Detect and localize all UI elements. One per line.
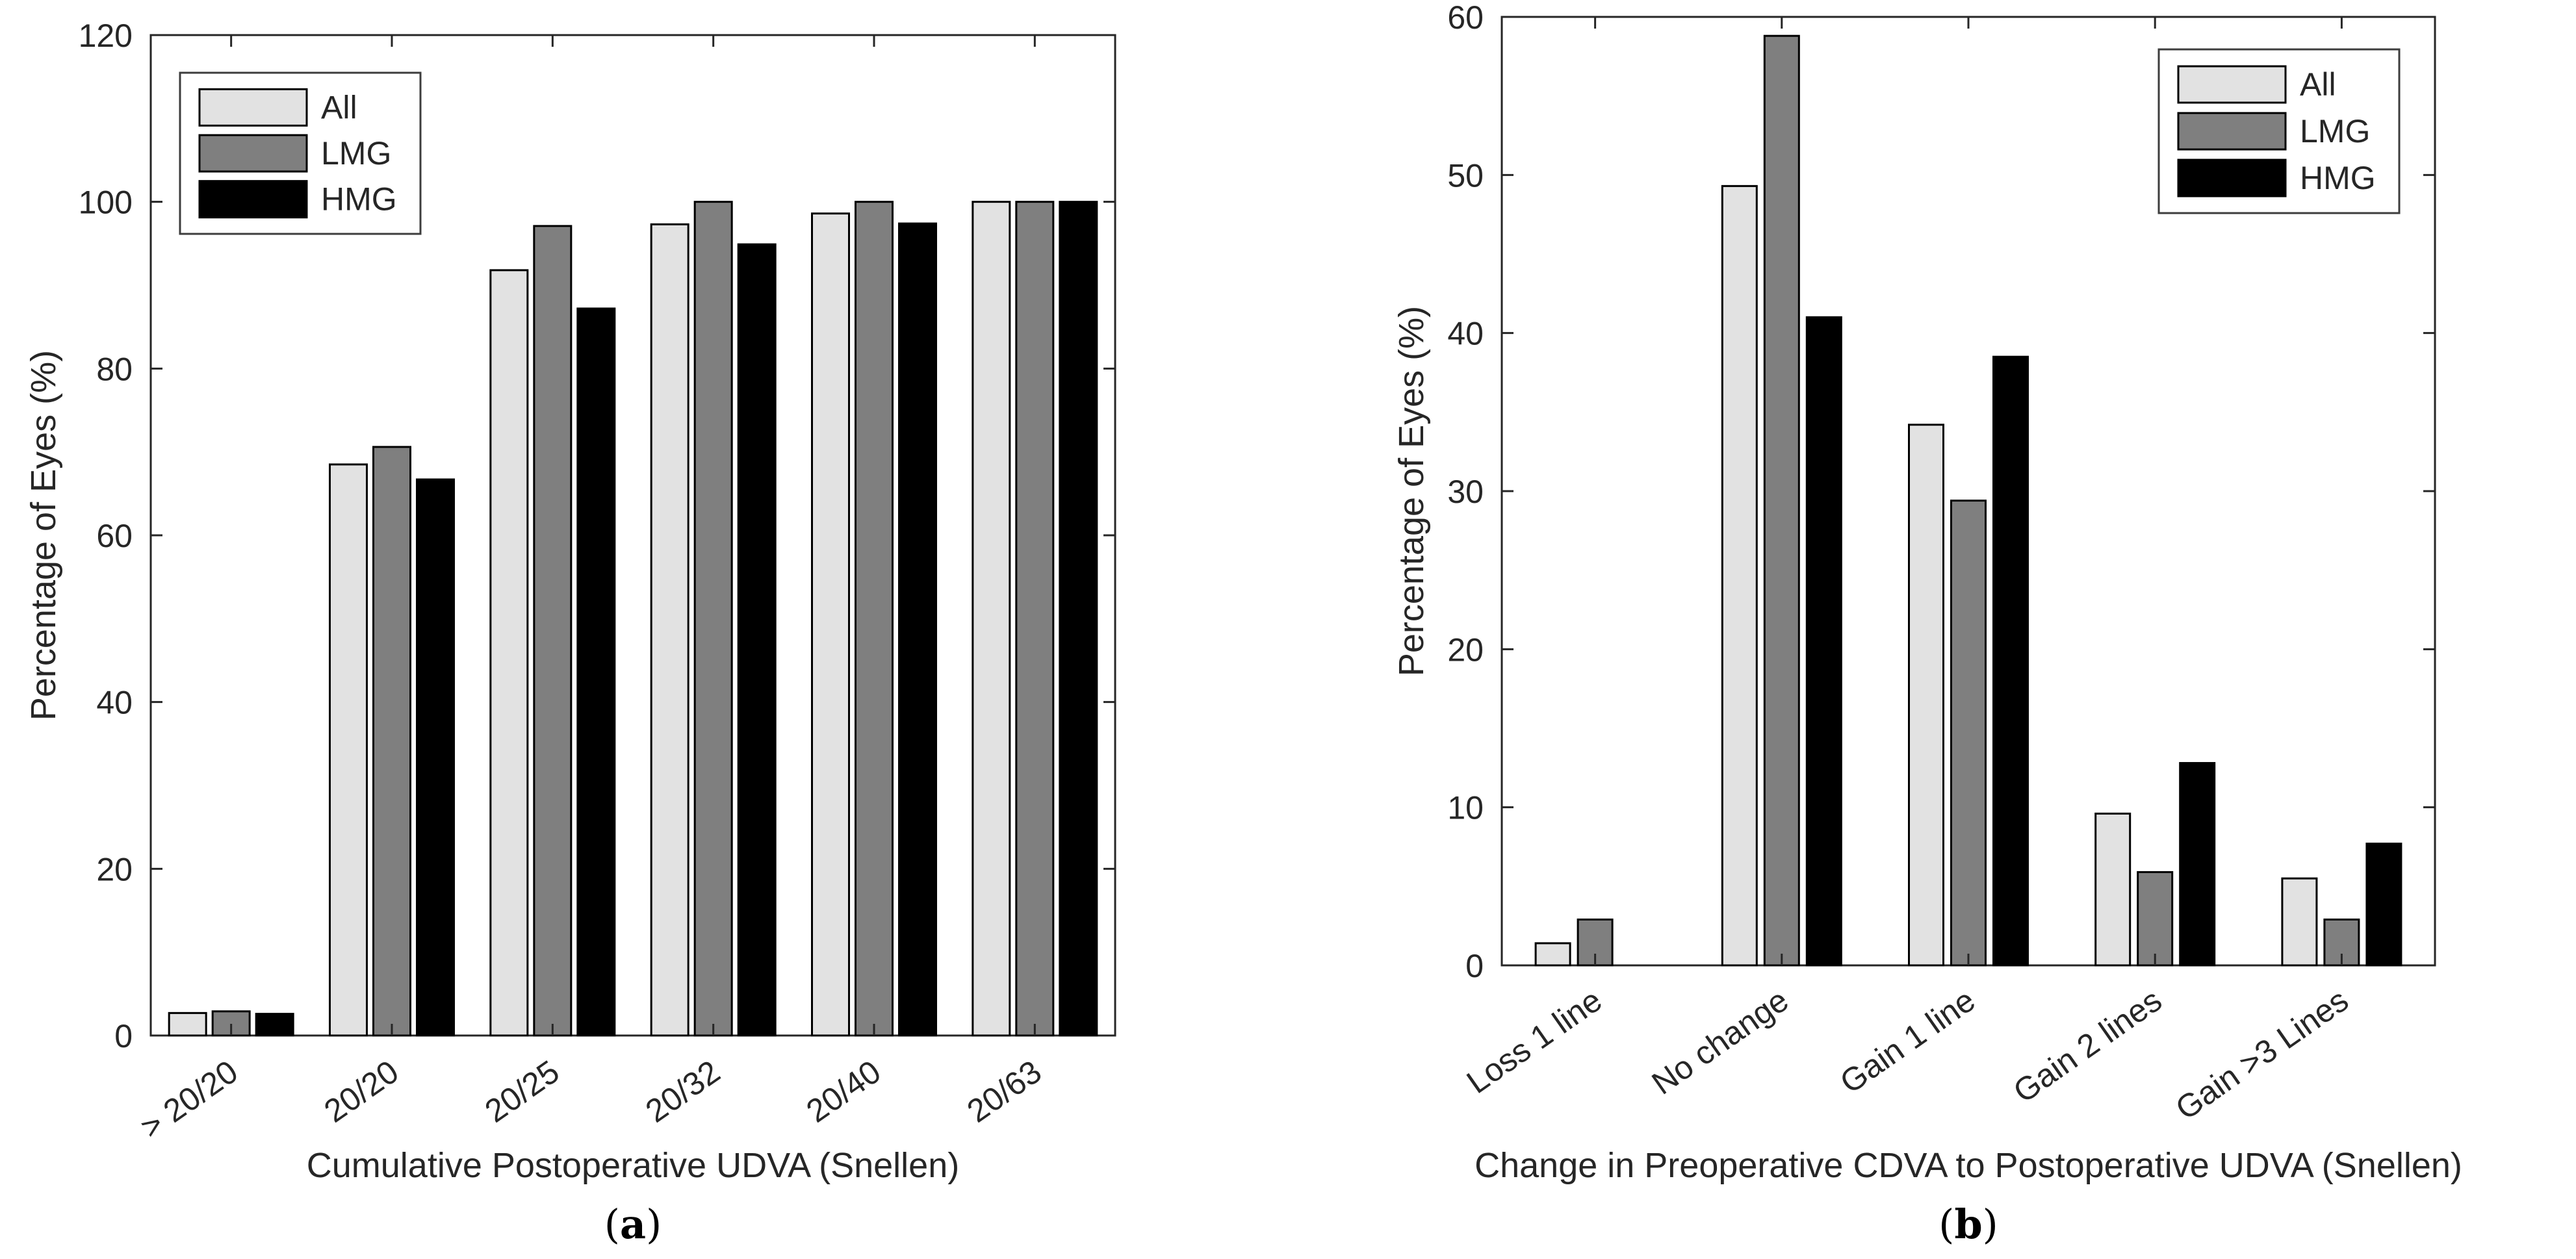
caption-paren-open: ( xyxy=(604,1201,620,1248)
bar-All-1 xyxy=(329,463,368,1037)
bar-All-4 xyxy=(811,212,850,1037)
x-tick-label: Loss 1 line xyxy=(1460,982,1608,1100)
legend-swatch-HMG xyxy=(2177,159,2287,197)
bar-HMG-4 xyxy=(898,222,937,1037)
panel-a-chart: 0 20 40 60 80 100 120 > 20/20 20/20 20/25 20/32 20/… xyxy=(24,18,1116,1185)
bar-All-5 xyxy=(972,201,1011,1037)
legend-swatch-HMG xyxy=(198,180,308,219)
bar-HMG-2 xyxy=(1992,355,2029,967)
bar-All-1 xyxy=(1721,184,1758,967)
bar-HMG-2 xyxy=(576,307,616,1037)
bar-All-0 xyxy=(1534,942,1571,967)
x-tick-label: 20/32 xyxy=(639,1053,727,1130)
x-tick-label: 20/63 xyxy=(960,1053,1048,1130)
bar-LMG-1 xyxy=(372,446,411,1037)
panel-b-caption: (b) xyxy=(1938,1201,1998,1248)
bar-LMG-4 xyxy=(855,201,894,1037)
x-axis-label: Cumulative Postoperative UDVA (Snellen) xyxy=(307,1146,959,1185)
bar-All-2 xyxy=(1908,424,1944,967)
y-tick-label: 30 xyxy=(1447,474,1484,510)
x-tick-label: Gain 2 lines xyxy=(2007,982,2168,1110)
y-tick-label: 80 xyxy=(96,351,133,387)
bar-HMG-1 xyxy=(416,478,455,1037)
x-tick-label: Gain >3 Lines xyxy=(2169,982,2355,1127)
bar-HMG-4 xyxy=(2365,843,2402,967)
panel-a-caption: (a) xyxy=(604,1201,662,1248)
y-tick-label: 50 xyxy=(1447,157,1484,194)
x-tick-label: Gain 1 line xyxy=(1833,982,1981,1100)
legend-swatch-LMG xyxy=(2177,112,2287,151)
legend-label-All: All xyxy=(321,89,357,125)
bar-HMG-5 xyxy=(1059,201,1098,1037)
bar-HMG-0 xyxy=(255,1013,294,1037)
bar-LMG-1 xyxy=(1763,34,1800,967)
y-tick-label: 120 xyxy=(79,18,133,54)
y-tick-label: 40 xyxy=(96,685,133,721)
x-axis-label: Change in Preoperative CDVA to Postopera… xyxy=(1475,1146,2462,1185)
y-tick-label: 0 xyxy=(114,1018,133,1054)
y-tick-label: 0 xyxy=(1465,948,1484,984)
legend-swatch-LMG xyxy=(198,134,308,173)
y-tick-label: 20 xyxy=(1447,631,1484,668)
y-tick-label: 40 xyxy=(1447,316,1484,352)
bar-LMG-2 xyxy=(1950,500,1987,967)
bar-All-2 xyxy=(489,269,529,1037)
legend-label-LMG: LMG xyxy=(2300,113,2370,149)
y-tick-label: 60 xyxy=(96,518,133,554)
caption-paren-close: ) xyxy=(646,1201,662,1248)
legend-label-All: All xyxy=(2300,66,2336,103)
y-axis-label: Percentage of Eyes (%) xyxy=(24,350,63,720)
caption-paren-close: ) xyxy=(1982,1201,1998,1248)
legend-swatch-All xyxy=(2177,65,2287,104)
x-tick-label: 20/25 xyxy=(478,1053,566,1130)
y-axis-label: Percentage of Eyes (%) xyxy=(1392,306,1431,676)
y-tick-label: 100 xyxy=(79,184,133,221)
caption-letter: b xyxy=(1954,1201,1983,1248)
bar-HMG-3 xyxy=(737,243,777,1037)
legend-swatch-All xyxy=(198,88,308,127)
x-tick-label: 20/20 xyxy=(318,1053,406,1130)
y-tick-label: 10 xyxy=(1447,790,1484,826)
bar-HMG-3 xyxy=(2179,762,2216,967)
panel-b-chart: 0 10 20 30 40 50 60 Loss 1 line No change Gain 1 … xyxy=(1392,0,2462,1185)
bar-HMG-1 xyxy=(1805,316,1842,967)
bar-All-3 xyxy=(650,223,689,1037)
y-tick-label: 60 xyxy=(1447,0,1484,36)
x-tick-label: 20/40 xyxy=(800,1053,888,1130)
legend-label-HMG: HMG xyxy=(2300,160,2376,196)
caption-letter: a xyxy=(619,1201,647,1248)
bar-LMG-3 xyxy=(2137,871,2174,967)
legend-label-LMG: LMG xyxy=(321,135,391,172)
legend-label-HMG: HMG xyxy=(321,181,397,218)
bar-LMG-2 xyxy=(533,225,573,1037)
x-tick-label: No change xyxy=(1645,982,1795,1102)
bar-LMG-3 xyxy=(693,201,733,1037)
bar-LMG-5 xyxy=(1015,201,1055,1037)
caption-paren-open: ( xyxy=(1938,1201,1955,1248)
bar-All-4 xyxy=(2281,877,2318,967)
bar-All-3 xyxy=(2094,812,2132,967)
y-tick-label: 20 xyxy=(96,851,133,887)
bar-All-0 xyxy=(168,1011,207,1037)
x-tick-label: > 20/20 xyxy=(134,1053,244,1145)
